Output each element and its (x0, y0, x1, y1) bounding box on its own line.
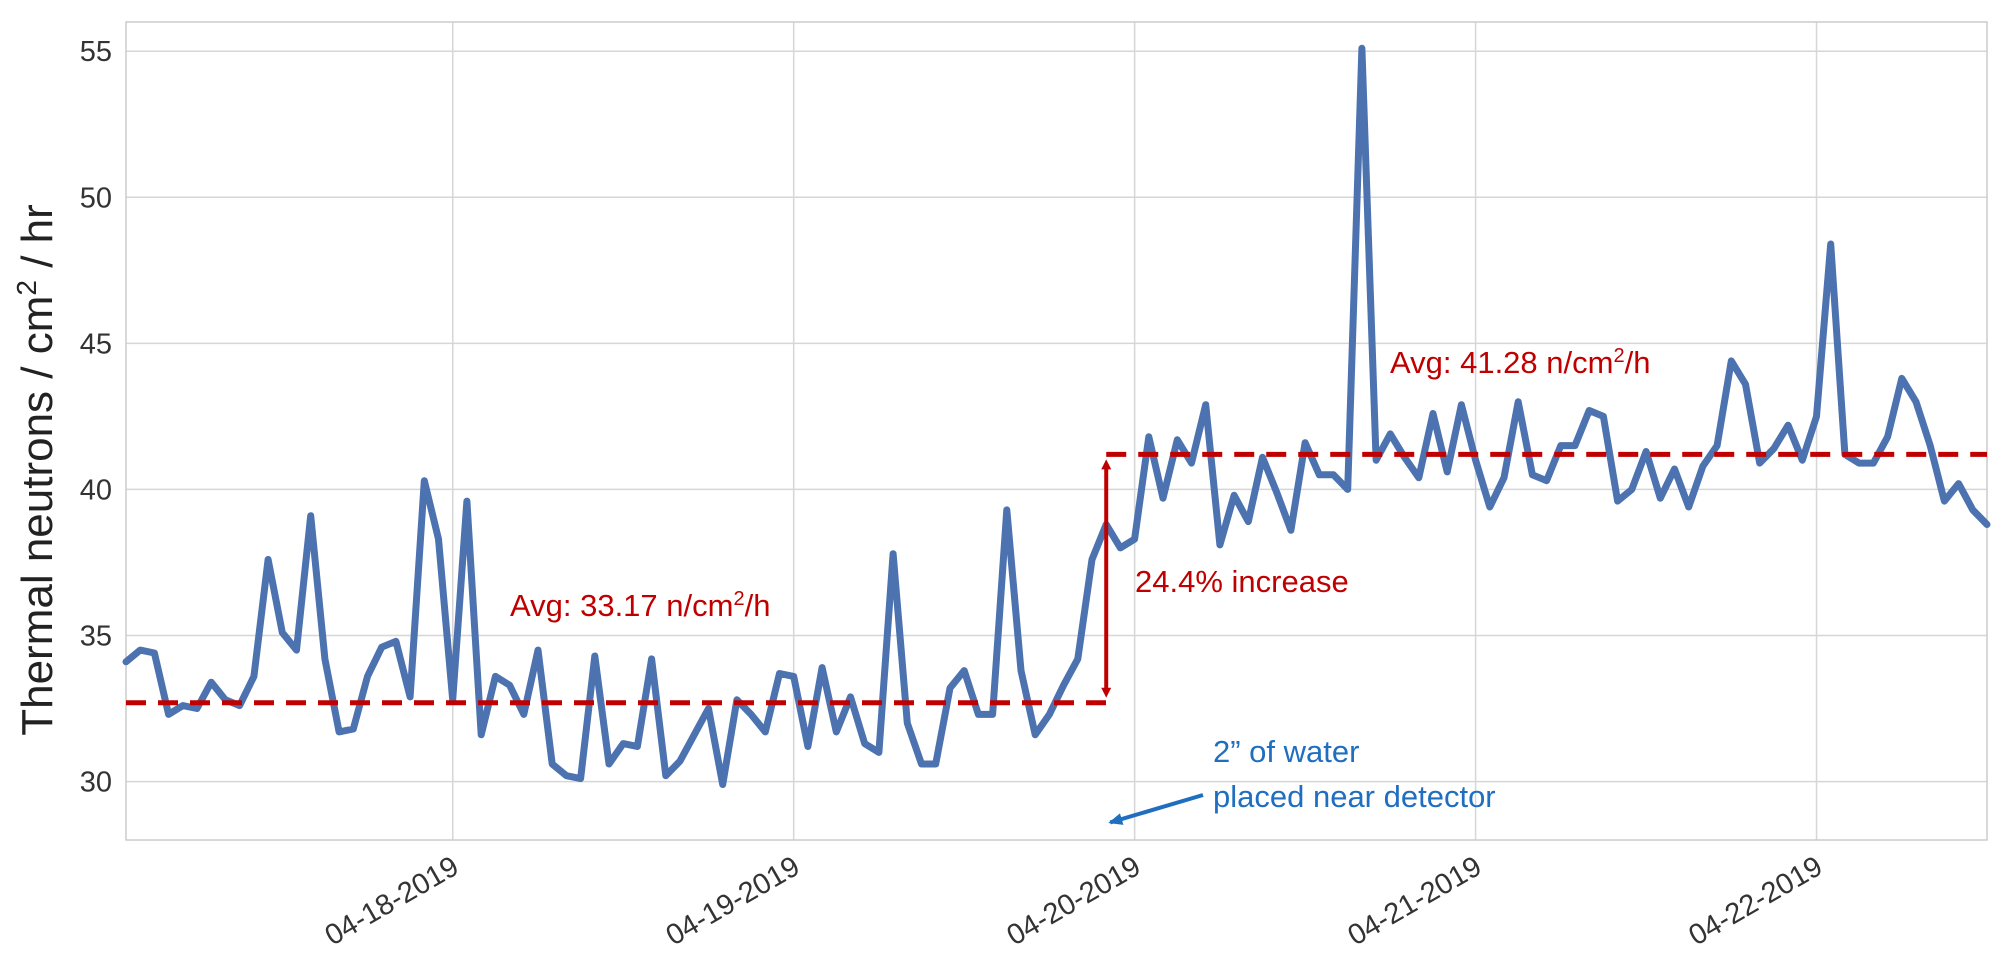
y-tick-label: 35 (80, 621, 112, 653)
plot-background (126, 22, 1987, 840)
y-tick-label: 50 (80, 182, 112, 214)
y-tick-label: 30 (80, 767, 112, 799)
x-tick-label: 04-21-2019 (1343, 850, 1487, 952)
annotations: Avg: 33.17 n/cm2/h Avg: 41.28 n/cm2/h 24… (510, 345, 1650, 825)
y-tick-label: 40 (80, 474, 112, 506)
note-line-1: 2” of water (1213, 734, 1359, 769)
x-tick-label: 04-22-2019 (1684, 850, 1828, 952)
x-tick-label: 04-18-2019 (320, 850, 464, 952)
avg-label-after: Avg: 41.28 n/cm2/h (1390, 345, 1650, 380)
y-axis-label: Thermal neutrons / cm2 / hr (11, 204, 62, 736)
note-line-2: placed near detector (1213, 779, 1496, 814)
series-line (122, 44, 1991, 788)
gridlines (126, 22, 1987, 840)
x-tick-label: 04-20-2019 (1002, 850, 1146, 952)
avg-label-before: Avg: 33.17 n/cm2/h (510, 588, 770, 623)
plot-frame (125, 21, 1988, 841)
y-tick-label: 45 (80, 328, 112, 360)
increase-label: 24.4% increase (1135, 564, 1349, 599)
y-tick-label: 55 (80, 36, 112, 68)
note-arrow (1108, 793, 1204, 825)
series-layer (122, 44, 1991, 788)
x-tick-label: 04-19-2019 (661, 850, 805, 952)
average-lines (126, 451, 1987, 706)
